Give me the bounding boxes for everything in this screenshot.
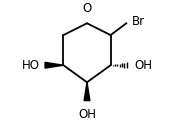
Text: OH: OH [78, 108, 96, 121]
Text: OH: OH [134, 59, 152, 72]
Polygon shape [45, 62, 63, 68]
Text: Br: Br [132, 15, 145, 28]
Polygon shape [84, 82, 90, 101]
Text: HO: HO [22, 59, 40, 72]
Text: O: O [82, 2, 92, 15]
